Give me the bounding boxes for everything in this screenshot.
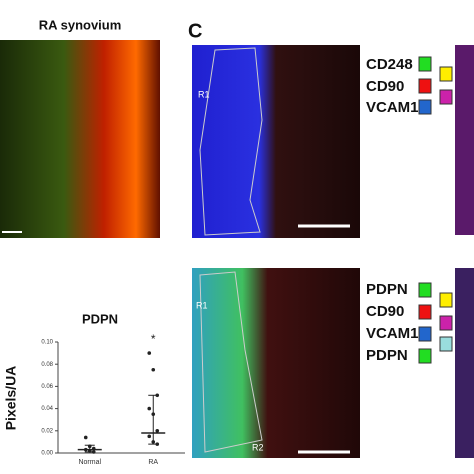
legend-label: VCAM1 — [366, 99, 419, 116]
panel-title: RA synovium — [39, 17, 122, 32]
legend-label: CD90 — [366, 78, 404, 95]
legend-label: PDPN — [366, 347, 408, 364]
micrograph — [455, 45, 474, 235]
data-point — [155, 429, 160, 433]
y-axis-label: Pixels/UA — [3, 366, 19, 431]
micrograph — [192, 268, 360, 458]
data-point — [147, 351, 152, 355]
data-point — [147, 434, 152, 439]
region-label: R1 — [196, 300, 208, 310]
region-outline — [199, 271, 263, 453]
x-tick-label: Normal — [78, 459, 101, 466]
legend-swatches — [418, 282, 453, 364]
y-tick-label: 0.04 — [41, 406, 53, 412]
chart-title: PDPN — [82, 311, 118, 326]
legend-label: CD248 — [366, 56, 413, 73]
data-point — [151, 367, 156, 372]
data-point — [147, 406, 152, 411]
region-outline — [199, 47, 263, 236]
legend-swatches — [418, 56, 453, 115]
legend-label: VCAM1 — [366, 325, 419, 342]
legend-label: PDPN — [366, 281, 408, 298]
micrograph — [455, 268, 474, 458]
micrograph — [192, 45, 360, 238]
y-tick-label: 0.08 — [41, 362, 53, 368]
y-tick-label: 0.00 — [41, 451, 53, 457]
annotation: * — [151, 332, 156, 346]
y-tick-label: 0.10 — [41, 340, 53, 346]
region-label: R2 — [252, 442, 264, 452]
region-label: R1 — [198, 89, 210, 99]
legend-label: CD90 — [366, 303, 404, 320]
micrograph — [0, 40, 160, 238]
y-tick-label: 0.02 — [41, 428, 53, 434]
region-label: R2 — [366, 219, 378, 229]
y-tick-label: 0.06 — [41, 384, 53, 390]
panel-letter: C — [188, 20, 202, 42]
x-tick-label: RA — [148, 459, 158, 466]
data-point — [83, 435, 88, 440]
